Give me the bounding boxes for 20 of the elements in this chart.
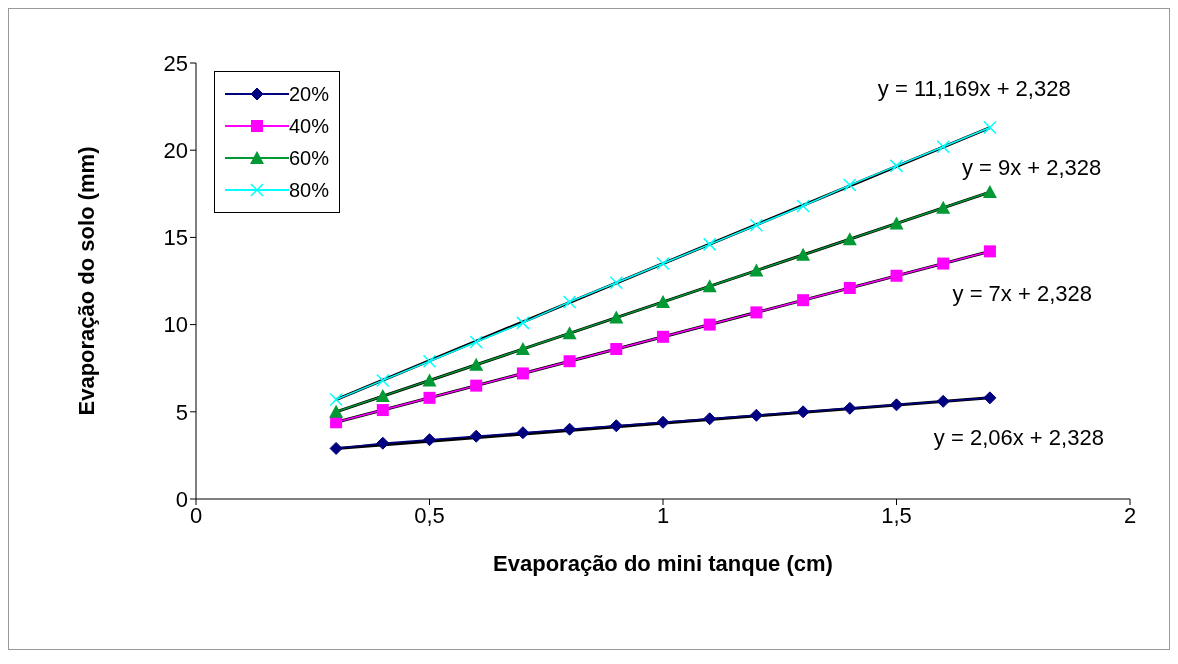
- y-tick-label: 5: [175, 399, 188, 425]
- x-tick-label: 1: [656, 502, 670, 528]
- y-tick-label: 20: [163, 138, 188, 164]
- y-tick-label: 15: [163, 225, 188, 251]
- x-tick-label: 2: [1123, 502, 1137, 528]
- y-tick-label: 0: [175, 486, 188, 512]
- y-tick-label: 10: [163, 312, 188, 338]
- legend-label: 20%: [289, 82, 330, 106]
- annotation: y = 11,169x + 2,328: [877, 76, 1071, 103]
- x-tick-label: 1,5: [881, 502, 912, 528]
- legend-label: 80%: [289, 178, 330, 202]
- y-tick-label: 25: [163, 50, 188, 76]
- x-axis-title: Evaporação do mini tanque (cm): [493, 551, 833, 576]
- x-tick-label: 0,5: [414, 502, 445, 528]
- annotation: y = 2,06x + 2,328: [933, 424, 1104, 451]
- legend-label: 60%: [289, 146, 330, 170]
- annotation: y = 7x + 2,328: [952, 281, 1092, 307]
- annotation: y = 9x + 2,328: [961, 154, 1102, 181]
- legend-label: 40%: [289, 114, 330, 138]
- y-axis-title: Evaporação do solo (mm): [73, 146, 99, 416]
